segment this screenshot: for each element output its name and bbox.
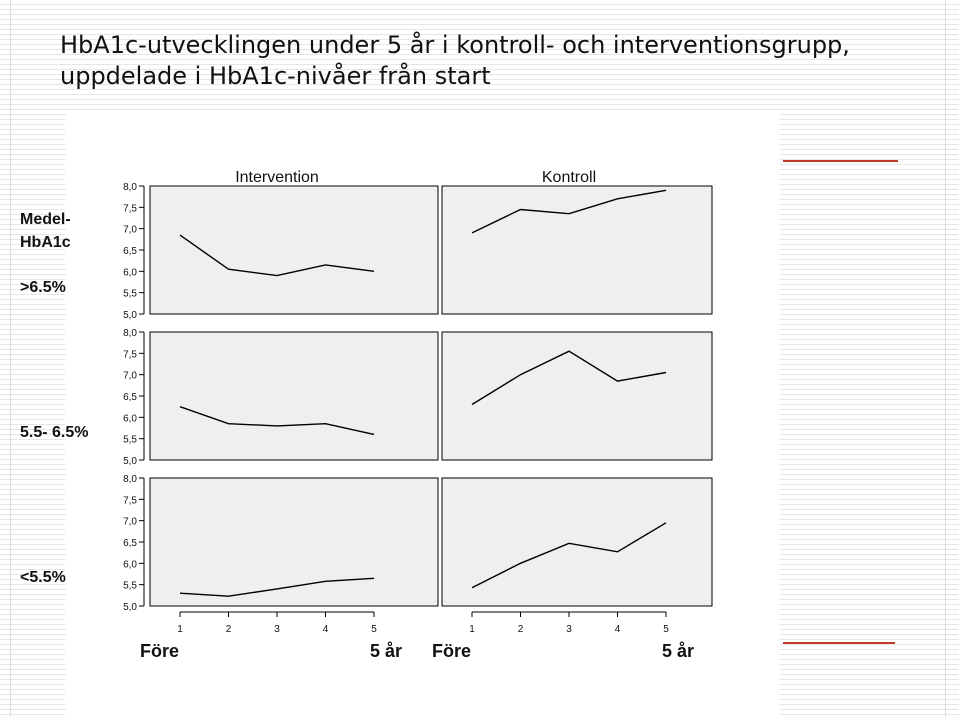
y-tick-label: 7,0 <box>123 225 137 236</box>
row-header-line: Medel- <box>20 211 71 228</box>
y-tick-label: 5,5 <box>123 289 137 300</box>
y-tick-label: 6,5 <box>123 392 137 403</box>
panel-frame <box>441 477 713 607</box>
y-tick-label: 6,0 <box>123 413 137 424</box>
x-tick-label: 2 <box>226 624 232 635</box>
slide-title: HbA1c-utvecklingen under 5 år i kontroll… <box>60 30 850 92</box>
decorative-red-line <box>783 160 898 162</box>
panel-frame <box>149 331 439 461</box>
x-tick-label: 4 <box>615 624 621 635</box>
x-tick-label: 2 <box>518 624 524 635</box>
y-tick-label: 6,0 <box>123 267 137 278</box>
x-tick-label: 1 <box>177 624 183 635</box>
y-tick-label: 8,0 <box>123 474 137 485</box>
column-header: Kontroll <box>542 169 596 186</box>
panel-frame <box>149 185 439 315</box>
x-tick-label: 3 <box>274 624 280 635</box>
y-tick-label: 7,0 <box>123 517 137 528</box>
x-start-label: Före <box>432 641 471 661</box>
y-tick-label: 6,5 <box>123 246 137 257</box>
series-line <box>179 234 375 277</box>
y-tick-label: 6,0 <box>123 559 137 570</box>
y-tick-label: 7,0 <box>123 371 137 382</box>
slide-title-line-2: uppdelade i HbA1c-nivåer från start <box>60 62 491 90</box>
row-label: 5.5- 6.5% <box>20 424 88 441</box>
panel-frame <box>441 331 713 461</box>
y-tick-label: 6,5 <box>123 538 137 549</box>
x-start-label: Före <box>140 641 179 661</box>
x-tick-label: 5 <box>371 624 377 635</box>
y-tick-label: 7,5 <box>123 349 137 360</box>
series-line <box>179 577 375 597</box>
background-line <box>945 0 946 717</box>
series-line <box>179 406 375 436</box>
series-line <box>471 522 667 589</box>
series-line <box>471 350 667 406</box>
x-tick-label: 1 <box>469 624 475 635</box>
y-tick-label: 8,0 <box>123 328 137 339</box>
panel-frame <box>441 185 713 315</box>
column-header: Intervention <box>235 169 319 186</box>
y-tick-label: 8,0 <box>123 182 137 193</box>
row-label: >6.5% <box>20 279 66 296</box>
decorative-red-line <box>783 642 895 644</box>
y-tick-label: 7,5 <box>123 203 137 214</box>
y-tick-label: 5,5 <box>123 435 137 446</box>
x-tick-label: 4 <box>323 624 329 635</box>
x-end-label: 5 år <box>662 641 694 661</box>
x-tick-label: 3 <box>566 624 572 635</box>
row-header-line: HbA1c <box>20 234 71 251</box>
x-tick-label: 5 <box>663 624 669 635</box>
y-tick-label: 5,0 <box>123 310 137 321</box>
y-tick-label: 7,5 <box>123 495 137 506</box>
x-end-label: 5 år <box>370 641 402 661</box>
row-label: <5.5% <box>20 569 66 586</box>
panel-frame <box>149 477 439 607</box>
series-line <box>471 189 667 234</box>
y-tick-label: 5,5 <box>123 581 137 592</box>
y-tick-label: 5,0 <box>123 602 137 613</box>
background-line <box>10 0 11 717</box>
y-tick-label: 5,0 <box>123 456 137 467</box>
slide-title-line-1: HbA1c-utvecklingen under 5 år i kontroll… <box>60 31 850 59</box>
